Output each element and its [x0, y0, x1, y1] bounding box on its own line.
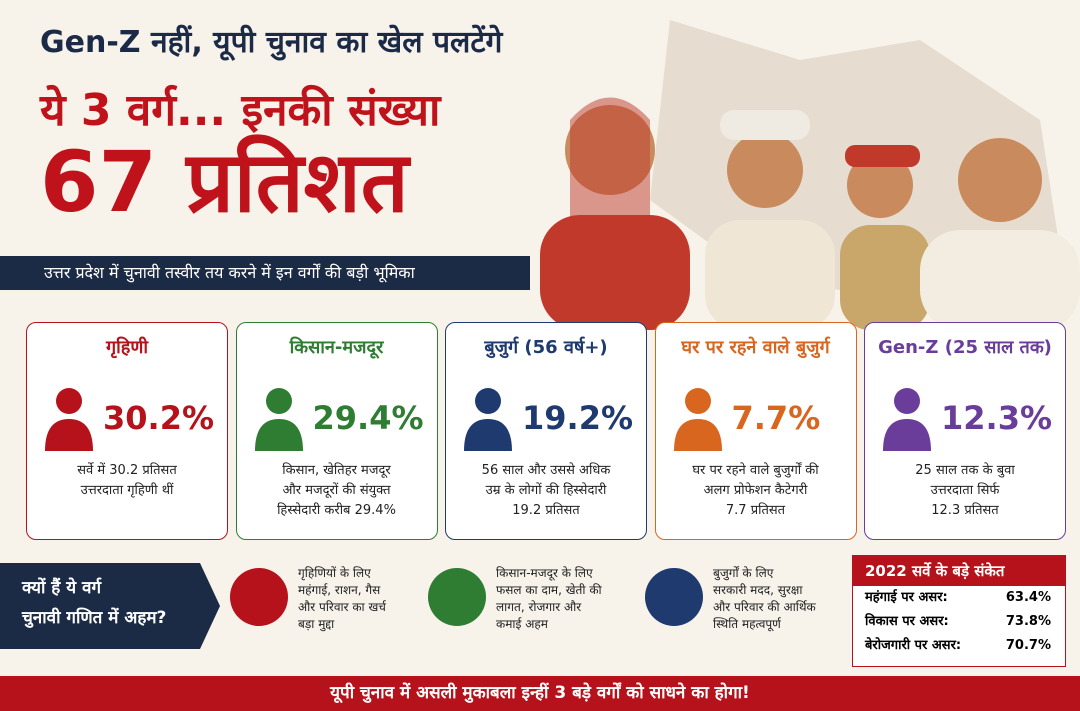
- description-line: सर्वे में 30.2 प्रतिसत: [77, 463, 177, 478]
- survey-label: विकास पर असर:: [865, 614, 949, 629]
- footer-banner: यूपी चुनाव में असली मुकाबला इन्हीं 3 बड़…: [0, 676, 1080, 711]
- survey-row: विकास पर असर: 73.8%: [853, 610, 1065, 634]
- description-line: किसान, खेतिहर मजदूर: [282, 463, 391, 478]
- why-line: बुजुर्गों के लिए: [713, 566, 774, 580]
- why-label-box: क्यों हैं ये वर्ग चुनावी गणित में अहम?: [0, 563, 220, 649]
- description-line: उत्तरदाता सिर्फ: [930, 483, 1000, 498]
- card-description: किसान, खेतिहर मजदूर और मजदूरों की संयुक्त…: [237, 461, 437, 521]
- why-line: स्थिति महत्वपूर्ण: [713, 617, 781, 631]
- why-line: फसल का दाम, खेती की: [496, 583, 602, 597]
- why-line: महंगाई, राशन, गैस: [298, 583, 381, 597]
- card-title: Gen-Z (25 साल तक): [878, 337, 1052, 358]
- why-label: क्यों हैं ये वर्ग चुनावी गणित में अहम?: [22, 573, 166, 633]
- headline: ये 3 वर्ग... इनकी संख्या: [40, 85, 441, 136]
- card: बुजुर्ग (56 वर्ष+) 19.2% 56 साल और उससे अध…: [445, 322, 647, 540]
- survey-label: महंगाई पर असर:: [865, 590, 948, 605]
- why-line: कमाई अहम: [496, 617, 548, 631]
- card-title: घर पर रहने वाले बुजुर्ग: [681, 337, 830, 358]
- card: Gen-Z (25 साल तक) 12.3% 25 साल तक के बुवा उ…: [864, 322, 1066, 540]
- description-line: उम्र के लोगों की हिस्सेदारी: [485, 483, 607, 498]
- card-description: 56 साल और उससे अधिक उम्र के लोगों की हिस्…: [446, 461, 646, 521]
- card: किसान-मजदूर 29.4% किसान, खेतिहर मजदूर और मज…: [235, 322, 438, 540]
- why-text: गृहिणियों के लिए महंगाई, राशन, गैस और परिव…: [298, 565, 386, 633]
- description-line: 56 साल और उससे अधिक: [481, 463, 611, 478]
- survey-value: 73.8%: [1005, 614, 1051, 629]
- why-icon: [428, 568, 486, 626]
- why-text: बुजुर्गों के लिए सरकारी मदद, सुरक्षा और पर…: [713, 565, 816, 633]
- card-icon: [464, 388, 512, 451]
- description-line: 7.7 प्रतिसत: [725, 503, 786, 518]
- subtitle-banner: उत्तर प्रदेश में चुनावी तस्वीर तय करने म…: [0, 256, 530, 290]
- card: गृहिणी 30.2% सर्वे में 30.2 प्रतिसत उत्तरदा…: [26, 322, 228, 540]
- description-line: 25 साल तक के बुवा: [915, 463, 1015, 478]
- survey-label: बेरोजगारी पर असर:: [865, 638, 962, 653]
- why-label-line: क्यों हैं ये वर्ग: [22, 578, 102, 598]
- card-description: सर्वे में 30.2 प्रतिसत उत्तरदाता गृहिणी थ…: [27, 461, 227, 501]
- photo-illustration: [540, 20, 1080, 330]
- card-icon: [45, 388, 93, 451]
- description-line: 19.2 प्रतिसत: [512, 503, 580, 518]
- why-label-line: चुनावी गणित में अहम?: [22, 608, 167, 628]
- description-line: अलग प्रोफेशन कैटेगरी: [703, 483, 808, 498]
- card-icon: [673, 388, 722, 451]
- why-icon: [645, 568, 703, 626]
- card-title: किसान-मजदूर: [289, 337, 384, 358]
- card-value: 7.7%: [731, 399, 821, 437]
- headline-figure: 67 प्रतिशत: [40, 133, 409, 231]
- description-line: 12.3 प्रतिसत: [931, 503, 999, 518]
- card-value: 29.4%: [312, 399, 424, 437]
- description-line: हिस्सेदारी करीब 29.4%: [277, 503, 396, 518]
- why-line: और परिवार की आर्थिक: [713, 600, 816, 614]
- why-line: और परिवार का खर्च: [298, 600, 386, 614]
- card-value: 12.3%: [941, 399, 1053, 437]
- headline: Gen-Z नहीं, यूपी चुनाव का खेल पलटेंगे: [40, 25, 503, 60]
- description-line: और मजदूरों की संयुक्त: [282, 483, 391, 498]
- survey-title: 2022 सर्वे के बड़े संकेत: [853, 556, 1065, 586]
- card: घर पर रहने वाले बुजुर्ग 7.7% घर पर रहने वा…: [654, 322, 857, 540]
- survey-row: महंगाई पर असर: 63.4%: [853, 586, 1065, 610]
- card-description: घर पर रहने वाले बुजुर्गों की अलग प्रोफेशन…: [656, 461, 856, 521]
- survey-row: बेरोजगारी पर असर: 70.7%: [853, 634, 1065, 658]
- why-line: किसान-मजदूर के लिए: [496, 566, 593, 580]
- why-line: सरकारी मदद, सुरक्षा: [713, 583, 803, 597]
- card-value: 19.2%: [522, 399, 634, 437]
- description-line: उत्तरदाता गृहिणी थीं: [80, 483, 174, 498]
- survey-value: 70.7%: [1005, 638, 1051, 653]
- survey-value: 63.4%: [1005, 590, 1051, 605]
- description-line: घर पर रहने वाले बुजुर्गों की: [692, 463, 819, 478]
- card-title: बुजुर्ग (56 वर्ष+): [484, 337, 608, 358]
- survey-rows: महंगाई पर असर: 63.4% विकास पर असर: 73.8% बेर…: [853, 586, 1065, 658]
- card-value: 30.2%: [103, 399, 215, 437]
- card-icon: [254, 388, 303, 451]
- card-title: गृहिणी: [105, 337, 149, 358]
- why-line: लागत, रोजगार और: [496, 600, 582, 614]
- card-icon: [883, 388, 931, 451]
- why-text: किसान-मजदूर के लिए फसल का दाम, खेती की लाग…: [496, 565, 602, 633]
- why-line: गृहिणियों के लिए: [298, 566, 371, 580]
- card-description: 25 साल तक के बुवा उत्तरदाता सिर्फ 12.3 प्र…: [865, 461, 1065, 521]
- survey-box: 2022 सर्वे के बड़े संकेत महंगाई पर असर: 6…: [852, 555, 1066, 667]
- why-line: बड़ा मुद्दा: [298, 617, 335, 631]
- why-icon: [230, 568, 288, 626]
